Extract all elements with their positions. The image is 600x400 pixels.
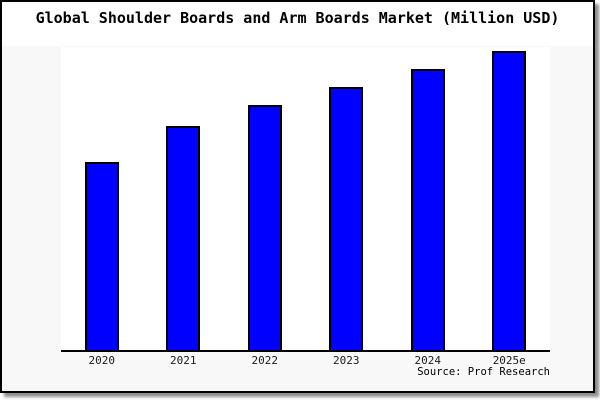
chart-frame: Global Shoulder Boards and Arm Boards Ma… [0,0,595,393]
chart-area: 2020 2021 2022 2023 2024 2025e Source: Prof R… [2,46,593,391]
bar-2020 [84,161,119,350]
bar-2025e [492,51,527,350]
bars-layer [61,47,550,350]
x-axis-labels: 2020 2021 2022 2023 2024 2025e [61,354,550,369]
x-tick-label-2025e: 2025e [492,354,526,367]
bar-2022 [247,104,282,350]
bar-2023 [329,86,364,350]
bar-2021 [166,125,201,350]
x-tick-label-2023: 2023 [333,354,360,367]
x-tick-label-2022: 2022 [251,354,279,367]
plot-area [61,47,550,352]
chart-title: Global Shoulder Boards and Arm Boards Ma… [35,9,560,27]
x-tick-label-2024: 2024 [414,354,442,367]
source-credit: Source: Prof Research [417,366,550,378]
title-bar: Global Shoulder Boards and Arm Boards Ma… [2,2,593,46]
x-tick-label-2020: 2020 [88,354,116,367]
bar-2024 [410,68,445,350]
x-tick-label-2021: 2021 [170,354,197,367]
